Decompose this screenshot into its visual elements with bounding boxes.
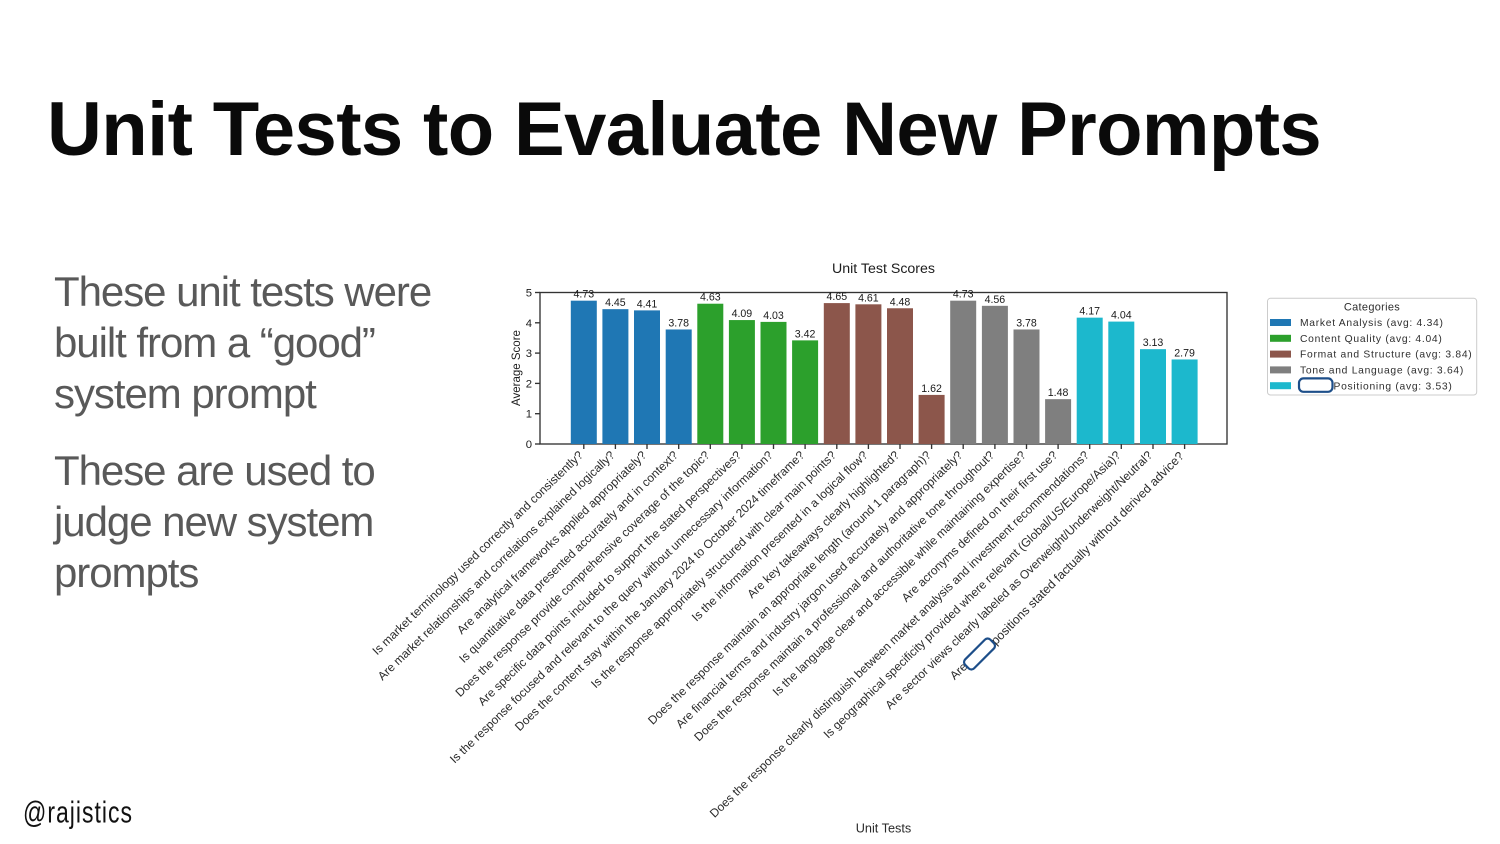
svg-text:1.48: 1.48 — [1048, 387, 1069, 399]
svg-text:2: 2 — [526, 378, 532, 390]
svg-text:3: 3 — [526, 348, 532, 360]
svg-text:Unit Test Scores: Unit Test Scores — [832, 261, 935, 277]
svg-text:4.73: 4.73 — [573, 289, 594, 301]
svg-text:4.63: 4.63 — [700, 292, 721, 304]
svg-text:@rajistics: @rajistics — [23, 796, 133, 830]
svg-text:2.79: 2.79 — [1174, 347, 1195, 359]
svg-text:4.45: 4.45 — [605, 297, 626, 309]
svg-text:4.48: 4.48 — [890, 296, 911, 308]
svg-text:4: 4 — [526, 318, 532, 330]
svg-text:4.73: 4.73 — [953, 289, 974, 301]
svg-text:1.62: 1.62 — [921, 383, 942, 395]
svg-text:Categories: Categories — [1344, 302, 1400, 314]
svg-text:4.09: 4.09 — [732, 308, 753, 320]
svg-text:Positioning (avg: 3.53): Positioning (avg: 3.53) — [1334, 381, 1453, 392]
svg-text:Unit Tests: Unit Tests — [856, 822, 911, 836]
svg-text:4.65: 4.65 — [826, 291, 847, 303]
svg-text:Average Score: Average Score — [511, 330, 523, 406]
svg-text:0: 0 — [526, 439, 532, 451]
svg-text:5: 5 — [526, 288, 532, 300]
svg-text:3.78: 3.78 — [668, 317, 689, 329]
svg-text:3.13: 3.13 — [1143, 337, 1164, 349]
svg-text:1: 1 — [526, 409, 532, 421]
svg-text:4.17: 4.17 — [1079, 306, 1100, 318]
svg-text:4.56: 4.56 — [985, 294, 1006, 306]
svg-text:Market Analysis (avg: 4.34): Market Analysis (avg: 4.34) — [1300, 318, 1444, 329]
svg-text:4.61: 4.61 — [858, 292, 879, 304]
svg-text:3.42: 3.42 — [795, 328, 816, 340]
svg-text:3.78: 3.78 — [1016, 317, 1037, 329]
svg-text:4.41: 4.41 — [637, 298, 658, 310]
svg-text:4.03: 4.03 — [763, 310, 784, 322]
svg-text:Format and Structure (avg: 3.8: Format and Structure (avg: 3.84) — [1300, 350, 1472, 361]
svg-text:Content Quality (avg: 4.04): Content Quality (avg: 4.04) — [1300, 334, 1443, 345]
svg-text:Tone and Language (avg: 3.64): Tone and Language (avg: 3.64) — [1300, 366, 1464, 377]
svg-text:4.04: 4.04 — [1111, 310, 1132, 322]
